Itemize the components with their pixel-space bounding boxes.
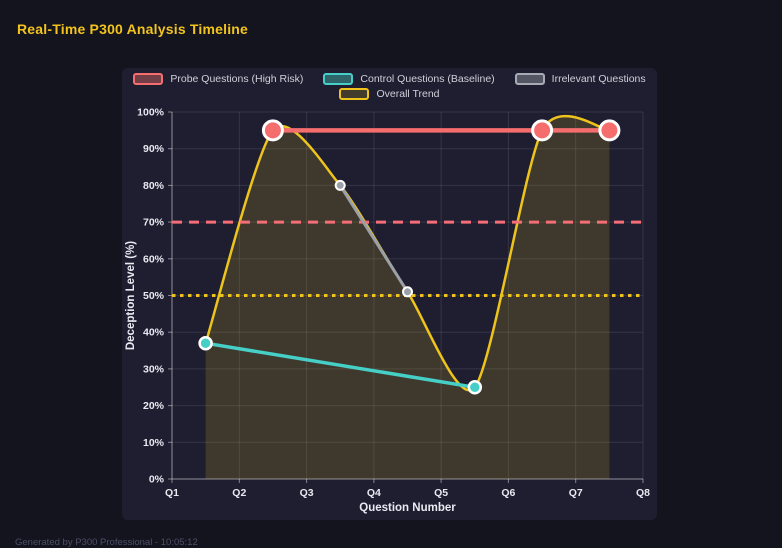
data-point-probe-questions-high-risk[interactable] [598,119,621,142]
x-tick-label: Q2 [232,487,246,499]
y-tick-label: 0% [149,474,165,486]
probe-legend-swatch [133,73,164,85]
series-line-control-questions-baseline [203,341,477,390]
y-tick-label: 60% [143,253,165,265]
y-tick-label: 10% [143,437,165,449]
legend-item-probe-questions[interactable]: Probe Questions (High Risk) [133,73,303,85]
legend-item-overall-trend[interactable]: Overall Trend [339,88,440,100]
y-tick-label: 70% [143,217,165,229]
x-tick-label: Q6 [501,487,515,499]
page-title: Real-Time P300 Analysis Timeline [17,21,249,37]
chart-legend: Probe Questions (High Risk) Control Ques… [122,73,657,100]
y-axis-title: Deception Level (%) [125,241,137,350]
chart-card: Probe Questions (High Risk) Control Ques… [122,68,657,520]
trend-legend-swatch [339,88,370,100]
y-tick-label: 80% [143,180,165,192]
x-tick-label: Q7 [569,487,583,499]
x-axis-title: Question Number [359,502,456,514]
y-tick-label: 40% [143,327,165,339]
y-tick-label: 30% [143,363,165,375]
legend-row-1: Probe Questions (High Risk) Control Ques… [122,73,657,85]
data-point-probe-questions-high-risk[interactable] [261,119,284,142]
data-point-control-questions-baseline[interactable] [467,380,483,395]
legend-label: Irrelevant Questions [551,73,646,85]
data-point-control-questions-baseline[interactable] [198,335,213,351]
irrelevant-legend-swatch [514,73,545,85]
deception-timeline-chart: 0% 10% 20% 30% 40% 50% 60% 70% 80% 90% 100% Q1 Q2 Q3 Q… [125,107,650,515]
trend-area [205,116,610,479]
footer-note: Generated by P300 Professional - 10:05:1… [15,537,198,548]
legend-label: Probe Questions (High Risk) [170,73,304,85]
legend-label: Control Questions (Baseline) [360,73,495,85]
data-point-irrelevant-questions[interactable] [402,286,413,298]
y-tick-label: 20% [143,400,165,412]
x-tick-label: Q3 [300,487,314,499]
x-tick-label: Q5 [434,487,448,499]
x-tick-label: Q4 [367,487,381,499]
x-tick-label: Q8 [636,487,650,499]
control-legend-swatch [323,73,354,85]
legend-item-irrelevant-questions[interactable]: Irrelevant Questions [514,73,646,85]
y-tick-label: 90% [143,143,165,155]
x-tick-label: Q1 [165,487,179,499]
data-point-probe-questions-high-risk[interactable] [531,119,554,142]
legend-item-control-questions[interactable]: Control Questions (Baseline) [323,73,495,85]
y-tick-label: 50% [143,290,165,302]
legend-label: Overall Trend [376,88,440,100]
legend-row-2: Overall Trend [122,88,657,100]
series-line-irrelevant-questions [338,183,409,294]
y-tick-label: 100% [137,107,165,119]
data-point-irrelevant-questions[interactable] [334,179,346,191]
